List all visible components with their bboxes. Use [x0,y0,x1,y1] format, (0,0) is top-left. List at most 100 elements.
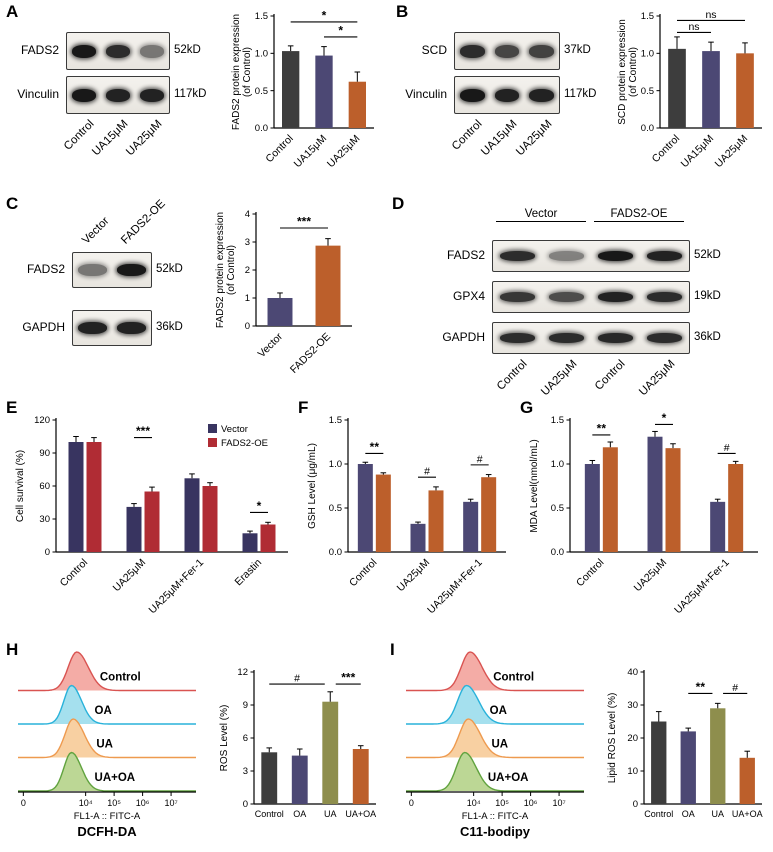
bar [68,442,84,552]
flow-caption: C11-bodipy [460,824,531,839]
lane-label: UA15μM [479,118,520,159]
lane-label: UA25μM [124,118,165,159]
y-tick-label: 4 [245,209,250,220]
molecular-weight-label: 36kD [156,321,183,333]
significance-label: * [338,23,343,37]
blot-band [548,292,585,302]
y-tick-label: 0.5 [329,503,342,514]
lane-label: Control [495,358,530,393]
blot-box [454,32,560,70]
y-tick-label: 20 [627,733,638,744]
blot-band [105,88,131,102]
x-category-label: UA25μM [395,557,433,595]
y-axis-label: Cell survival (%) [15,450,26,522]
blot-band [459,88,485,102]
y-tick-label: 30 [627,700,638,711]
significance-label: ** [597,421,607,435]
legend-swatch [208,438,217,447]
x-category-label: UA+OA [732,809,763,819]
y-axis-label: FADS2 protein expression [215,212,226,328]
y-tick-label: 1.0 [255,49,268,60]
bar [651,721,667,804]
histogram-row-label: UA+OA [488,772,529,784]
x-tick-label: 10⁶ [136,798,150,808]
x-category-label: Vector [256,330,286,360]
y-tick-label: 40 [627,667,638,678]
protein-label: SCD [421,43,447,57]
bar [602,447,618,552]
significance-label: *** [297,215,311,229]
x-category-label: FADS2-OE [288,331,333,376]
lane-label: UA15μM [90,118,131,159]
bar-chart-svg: 0 10 20 30 40 Lipid ROS Level (%) Control OA UA U… [607,667,763,819]
bar [291,755,308,804]
y-tick-label: 10 [627,766,638,777]
y-tick-label: 0.0 [641,123,654,134]
blot-band [597,251,634,261]
y-tick-label: 0.0 [551,547,564,558]
blot-band [71,88,97,102]
blot-box [72,310,152,346]
lane-label: UA25μM [636,358,677,399]
bar [584,464,600,552]
bar [665,448,681,552]
panel-c-western-blot: FADS2 52kD GAPDH 36kD Vector FADS2-OE [8,198,208,390]
y-tick-label: 2 [245,265,250,276]
bar [410,523,426,552]
protein-label: Vinculin [17,87,59,101]
y-tick-label: 1.5 [551,415,564,426]
y-tick-label: 1.5 [255,11,268,22]
histogram-peak [18,751,196,792]
y-tick-label: 60 [39,481,50,492]
significance-label: # [294,673,300,685]
molecular-weight-label: 36kD [694,331,721,343]
blot-band [548,251,585,261]
x-tick-label: 10⁵ [107,798,121,808]
y-axis-label: SCD protein expression [617,19,628,125]
blot-band [139,88,165,102]
x-category-label: UA25μM+Fer-1 [672,557,732,617]
histogram-row-label: UA [491,738,508,750]
bar-chart-svg: 0.0 0.5 1.0 1.5 GSH Level (μg/mL) Control UA25… [307,415,506,616]
molecular-weight-label: 52kD [156,263,183,275]
protein-label: FADS2 [26,262,65,276]
y-tick-label: 1 [245,293,250,304]
bar [267,298,293,326]
x-category-label: UA [324,809,337,819]
x-category-label: UA25μM [325,133,363,171]
lane-label: UA25μM [538,358,579,399]
bar [702,51,720,128]
bar [647,436,663,552]
x-category-label: UA+OA [345,809,376,819]
blot-band [499,292,536,302]
y-tick-label: 9 [243,700,248,711]
significance-label: ** [370,440,380,454]
bar [322,701,339,804]
legend-swatch [208,424,217,433]
bar [710,708,726,804]
y-tick-label: 0.5 [551,503,564,514]
histogram-peak [406,751,584,792]
bar [242,533,258,552]
panel-label-c: C [6,194,19,213]
group-label: Vector [496,208,586,222]
molecular-weight-label: 37kD [564,44,591,56]
bar [736,53,754,129]
y-tick-label: 0.0 [329,547,342,558]
y-axis-label: GSH Level (μg/mL) [307,443,318,529]
y-tick-label: 90 [39,448,50,459]
panel-i-bar-chart: 0 10 20 30 40 Lipid ROS Level (%) Control OA UA U… [600,656,770,841]
x-tick-label: 10⁶ [524,798,538,808]
histogram-row-label: OA [95,705,112,717]
blot-band [529,44,555,58]
x-category-label: UA15μM [292,133,330,171]
bar [428,490,444,552]
panel-c-bar-chart: 0 1 2 3 4 FADS2 protein expression (of Control… [212,198,362,395]
x-category-label: UA25μM [111,557,149,595]
blot-band [499,333,536,343]
bar [315,55,333,128]
significance-label: # [732,682,738,694]
blot-box [492,281,690,313]
blot-box [492,322,690,354]
